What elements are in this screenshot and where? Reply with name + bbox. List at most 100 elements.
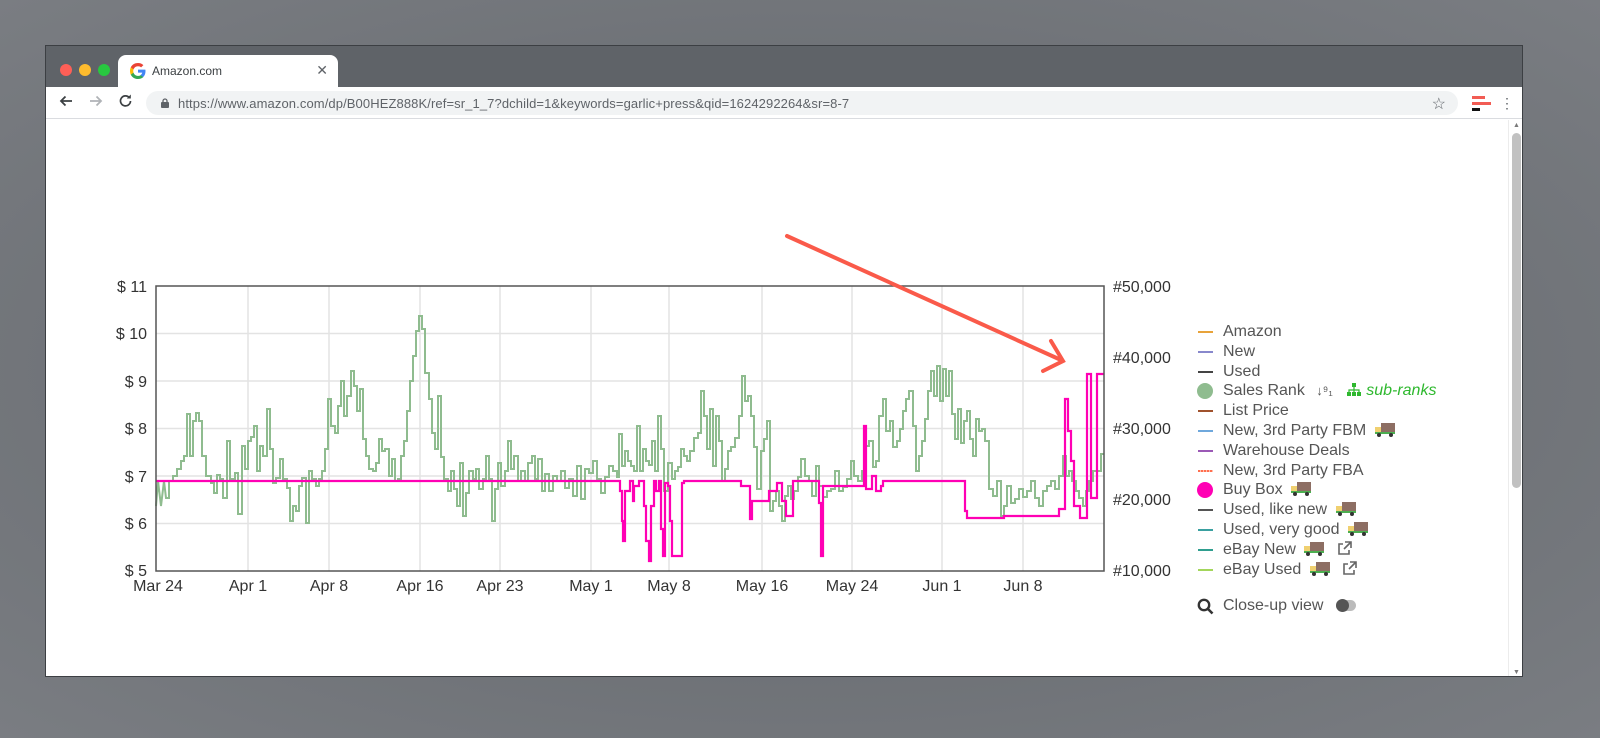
minimize-window-button[interactable]: [79, 64, 91, 76]
external-link-icon[interactable]: [1342, 560, 1357, 576]
x-tick: Apr 16: [396, 578, 443, 595]
y-tick-9: $ 9: [125, 374, 147, 391]
legend-item-list-price[interactable]: List Price: [1196, 401, 1496, 421]
legend-item-used-like-new[interactable]: Used, like new: [1196, 500, 1496, 520]
arrow-right-icon: [90, 95, 103, 107]
legend-item-ebay-new[interactable]: eBay New: [1196, 540, 1496, 560]
browser-toolbar: https://www.amazon.com/dp/B00HEZ888K/ref…: [46, 87, 1522, 119]
y-tick-7: $ 7: [125, 469, 147, 486]
url-text[interactable]: https://www.amazon.com/dp/B00HEZ888K/ref…: [178, 96, 850, 111]
left-axis: $ 11 $ 10 $ 9 $ 8 $ 7 $ 6 $ 5: [116, 279, 147, 580]
x-tick: May 24: [826, 578, 879, 595]
legend-item-sales-rank[interactable]: Sales Rank ↓⁹₁ sub-ranks: [1196, 381, 1496, 401]
legend-item-warehouse-deals[interactable]: Warehouse Deals: [1196, 441, 1496, 461]
scroll-down-arrow-icon[interactable]: ▼: [1513, 669, 1520, 676]
y-tick-10: $ 10: [116, 326, 147, 343]
magnifier-icon: [1197, 598, 1214, 615]
tab-strip: Amazon.com ✕: [46, 46, 1522, 87]
amazon-swatch-icon: [1198, 331, 1213, 333]
chart-legend: Amazon New Used Sales Rank ↓⁹₁ sub-ranks…: [1196, 322, 1496, 617]
used-very-good-swatch-icon: [1198, 528, 1213, 531]
used-swatch-icon: [1198, 370, 1213, 373]
sales-rank-series: [155, 315, 1104, 524]
delivery-truck-icon: [1347, 521, 1368, 536]
tab-amazon[interactable]: Amazon.com ✕: [118, 55, 338, 87]
delivery-truck-icon: [1304, 541, 1325, 556]
right-axis: #50,000 #40,000 #30,000 #20,000 #10,000: [1113, 279, 1171, 580]
legend-item-buy-box[interactable]: Buy Box: [1196, 480, 1496, 500]
toggle-knob: [1335, 599, 1349, 613]
legend-item-new-3rd-party-fba[interactable]: New, 3rd Party FBA: [1196, 461, 1496, 481]
toggle-switch[interactable]: [1335, 599, 1356, 613]
reload-button[interactable]: [114, 92, 136, 114]
x-tick: May 16: [736, 578, 789, 595]
x-tick: Apr 23: [476, 578, 523, 595]
delivery-truck-icon: [1374, 422, 1395, 437]
legend-item-new[interactable]: New: [1196, 342, 1496, 362]
x-tick: Jun 8: [1003, 578, 1042, 595]
y-tick-11: $ 11: [117, 279, 147, 296]
y-tick-8: $ 8: [125, 421, 147, 438]
gridlines: [156, 286, 1104, 571]
address-bar[interactable]: https://www.amazon.com/dp/B00HEZ888K/ref…: [146, 91, 1458, 115]
back-button[interactable]: [55, 92, 77, 114]
scroll-up-arrow-icon[interactable]: ▲: [1513, 122, 1520, 129]
sitemap-icon: [1347, 383, 1362, 397]
new-swatch-icon: [1198, 350, 1213, 353]
sales-rank-dot-icon: [1197, 383, 1213, 400]
buy-box-dot-icon: [1197, 482, 1213, 499]
delivery-truck-icon: [1291, 482, 1312, 497]
browser-window: Amazon.com ✕ https://www.amazon.com/dp/B…: [45, 45, 1523, 677]
used-like-new-swatch-icon: [1198, 509, 1213, 512]
legend-item-new-3rd-party-fbm[interactable]: New, 3rd Party FBM: [1196, 421, 1496, 441]
legend-item-used[interactable]: Used: [1196, 362, 1496, 382]
price-history-chart[interactable]: $ 11 $ 10 $ 9 $ 8 $ 7 $ 6 $ 5 #50,000 #4…: [46, 120, 1508, 677]
rank-tick-20000: #20,000: [1113, 492, 1171, 509]
fba-swatch-icon: [1198, 469, 1213, 472]
fbm-swatch-icon: [1198, 429, 1213, 432]
external-link-icon[interactable]: [1337, 540, 1352, 556]
y-tick-5: $ 5: [125, 563, 147, 580]
page-scrollbar[interactable]: ▲ ▼: [1508, 120, 1522, 676]
reload-icon: [119, 94, 131, 107]
ebay-used-swatch-icon: [1198, 568, 1213, 571]
warehouse-swatch-icon: [1198, 449, 1213, 452]
sub-ranks-link[interactable]: sub-ranks: [1347, 382, 1436, 399]
x-axis: Mar 24 Apr 1 Apr 8 Apr 16 Apr 23 May 1 M…: [133, 578, 1043, 595]
sort-ascending-icon[interactable]: ↓⁹₁: [1316, 383, 1333, 399]
x-tick: Apr 8: [310, 578, 348, 595]
legend-item-ebay-used[interactable]: eBay Used: [1196, 560, 1496, 580]
scroll-thumb[interactable]: [1512, 133, 1521, 488]
y-tick-6: $ 6: [125, 516, 147, 533]
list-price-swatch-icon: [1198, 410, 1213, 413]
tab-title: Amazon.com: [152, 64, 223, 78]
x-tick: May 8: [647, 578, 691, 595]
rank-tick-50000: #50,000: [1113, 279, 1171, 296]
x-tick: Mar 24: [133, 578, 183, 595]
rank-tick-30000: #30,000: [1113, 421, 1171, 438]
annotation-arrow-icon: [785, 234, 1066, 373]
legend-item-used-very-good[interactable]: Used, very good: [1196, 520, 1496, 540]
buy-box-series: [156, 372, 1104, 563]
page-content: $ 11 $ 10 $ 9 $ 8 $ 7 $ 6 $ 5 #50,000 #4…: [46, 120, 1508, 677]
plot-frame: [155, 285, 1105, 572]
maximize-window-button[interactable]: [98, 64, 110, 76]
close-window-button[interactable]: [60, 64, 72, 76]
delivery-truck-icon: [1309, 561, 1330, 576]
lock-icon: [161, 98, 169, 108]
arrow-left-icon: [59, 95, 72, 107]
ebay-new-swatch-icon: [1198, 548, 1213, 551]
tab-close-icon[interactable]: ✕: [316, 62, 328, 78]
bookmark-star-icon[interactable]: ☆: [1431, 96, 1446, 113]
forward-button[interactable]: [85, 92, 107, 114]
rank-tick-10000: #10,000: [1113, 563, 1171, 580]
legend-item-amazon[interactable]: Amazon: [1196, 322, 1496, 342]
delivery-truck-icon: [1335, 502, 1356, 517]
x-tick: Apr 1: [229, 578, 267, 595]
x-tick: Jun 1: [922, 578, 961, 595]
close-up-view-toggle[interactable]: Close-up view: [1196, 595, 1496, 617]
rank-tick-40000: #40,000: [1113, 350, 1171, 367]
browser-menu-icon[interactable]: ⋮: [1500, 95, 1514, 111]
google-favicon-icon: [130, 63, 146, 79]
keepa-extension-icon[interactable]: [1470, 93, 1492, 113]
